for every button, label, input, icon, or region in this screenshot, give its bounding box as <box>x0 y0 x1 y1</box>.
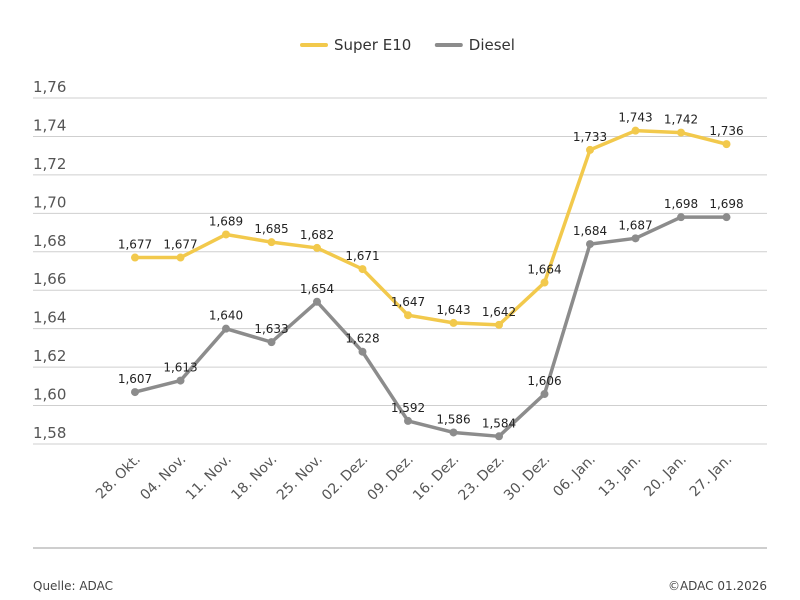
data-label-super-e10: 1,689 <box>209 214 243 228</box>
data-point-super-e10 <box>495 320 503 329</box>
source-label: Quelle: ADAC <box>33 579 113 593</box>
y-axis: 1,58 1,60 1,62 1,64 1,66 1,68 1,70 1,72 1,74 1,76 <box>33 78 66 442</box>
data-label-super-e10: 1,664 <box>527 263 561 277</box>
data-point-diesel <box>495 432 503 441</box>
data-label-diesel: 1,698 <box>709 197 743 211</box>
y-tick-label: 1,74 <box>33 116 66 134</box>
copyright-label: ©ADAC 01.2026 <box>667 579 767 593</box>
data-label-diesel: 1,684 <box>573 224 607 238</box>
x-tick-label: 20. Jan. <box>641 452 690 501</box>
data-label-diesel: 1,607 <box>118 372 152 386</box>
x-tick-label: 27. Jan. <box>687 452 736 501</box>
x-tick-label: 16. Dez. <box>410 452 462 504</box>
data-point-diesel <box>677 213 685 222</box>
x-tick-label: 02. Dez. <box>319 452 371 504</box>
data-label-super-e10: 1,643 <box>436 303 470 317</box>
data-label-super-e10: 1,677 <box>118 238 152 252</box>
x-tick-label: 18. Nov. <box>228 452 280 504</box>
x-tick-label: 06. Jan. <box>550 452 599 501</box>
data-point-super-e10 <box>176 253 185 262</box>
data-label-diesel: 1,584 <box>482 416 516 430</box>
y-tick-label: 1,72 <box>33 155 66 173</box>
data-label-diesel: 1,586 <box>436 412 470 426</box>
x-tick-label: 30. Dez. <box>501 452 553 504</box>
x-tick-label: 23. Dez. <box>456 452 508 504</box>
series-line-diesel <box>133 215 729 439</box>
data-label-diesel: 1,687 <box>618 218 652 232</box>
data-point-diesel <box>176 376 185 385</box>
y-tick-label: 1,58 <box>33 424 66 442</box>
series-group: 1,677 1,677 1,689 1,685 1,682 1,671 1,647 1,643… <box>118 111 744 441</box>
data-point-diesel <box>131 388 139 397</box>
data-point-super-e10 <box>131 253 139 262</box>
x-tick-label: 25. Nov. <box>274 452 326 504</box>
y-tick-label: 1,60 <box>33 386 66 404</box>
data-point-super-e10 <box>586 145 594 154</box>
y-tick-label: 1,68 <box>33 232 66 250</box>
data-point-super-e10 <box>358 265 367 274</box>
x-axis: 28. Okt.04. Nov.11. Nov.18. Nov.25. Nov.… <box>93 452 735 504</box>
data-label-super-e10: 1,742 <box>664 113 698 127</box>
data-point-super-e10 <box>677 128 685 137</box>
x-tick-label: 28. Okt. <box>93 452 144 503</box>
data-label-diesel: 1,606 <box>527 374 561 388</box>
y-tick-label: 1,64 <box>33 309 66 327</box>
y-tick-label: 1,76 <box>33 78 66 96</box>
legend: Super E10 Diesel <box>300 36 515 54</box>
data-point-diesel <box>540 390 549 399</box>
data-label-super-e10: 1,743 <box>618 111 652 125</box>
data-point-diesel <box>449 428 458 437</box>
data-point-super-e10 <box>267 238 276 247</box>
data-label-diesel: 1,640 <box>209 309 243 323</box>
data-point-super-e10 <box>222 230 230 239</box>
data-label-diesel: 1,592 <box>391 401 425 415</box>
data-point-diesel <box>722 213 731 222</box>
data-point-diesel <box>267 338 276 347</box>
x-tick-label: 11. Nov. <box>183 452 235 504</box>
data-point-super-e10 <box>540 278 549 287</box>
y-tick-label: 1,70 <box>33 193 66 211</box>
y-tick-label: 1,66 <box>33 270 66 288</box>
data-label-super-e10: 1,647 <box>391 295 425 309</box>
data-point-super-e10 <box>631 126 640 135</box>
data-label-diesel: 1,628 <box>345 332 379 346</box>
x-tick-label: 04. Nov. <box>137 452 189 504</box>
data-point-diesel <box>222 324 230 333</box>
data-point-super-e10 <box>313 243 321 252</box>
x-tick-label: 09. Dez. <box>365 452 417 504</box>
data-point-diesel <box>404 416 412 425</box>
data-point-diesel <box>358 347 367 356</box>
data-label-diesel: 1,698 <box>664 197 698 211</box>
data-point-super-e10 <box>722 140 731 149</box>
data-point-diesel <box>631 234 640 243</box>
data-label-super-e10: 1,733 <box>573 130 607 144</box>
data-label-super-e10: 1,685 <box>254 222 288 236</box>
x-tick-label: 13. Jan. <box>596 452 645 501</box>
data-point-super-e10 <box>449 318 458 327</box>
series-line-super-e10 <box>133 128 729 327</box>
data-label-diesel: 1,633 <box>254 322 288 336</box>
data-point-super-e10 <box>404 311 412 320</box>
data-point-diesel <box>313 297 321 306</box>
data-label-super-e10: 1,671 <box>345 249 379 263</box>
data-label-super-e10: 1,642 <box>482 305 516 319</box>
data-point-diesel <box>586 240 594 249</box>
data-label-diesel: 1,613 <box>163 361 197 375</box>
y-tick-label: 1,62 <box>33 347 66 365</box>
data-label-super-e10: 1,736 <box>709 124 743 138</box>
data-label-super-e10: 1,677 <box>163 238 197 252</box>
data-label-super-e10: 1,682 <box>300 228 334 242</box>
legend-label-diesel: Diesel <box>469 36 515 54</box>
grid <box>33 97 767 445</box>
legend-label-super-e10: Super E10 <box>334 36 411 54</box>
data-label-diesel: 1,654 <box>300 282 334 296</box>
